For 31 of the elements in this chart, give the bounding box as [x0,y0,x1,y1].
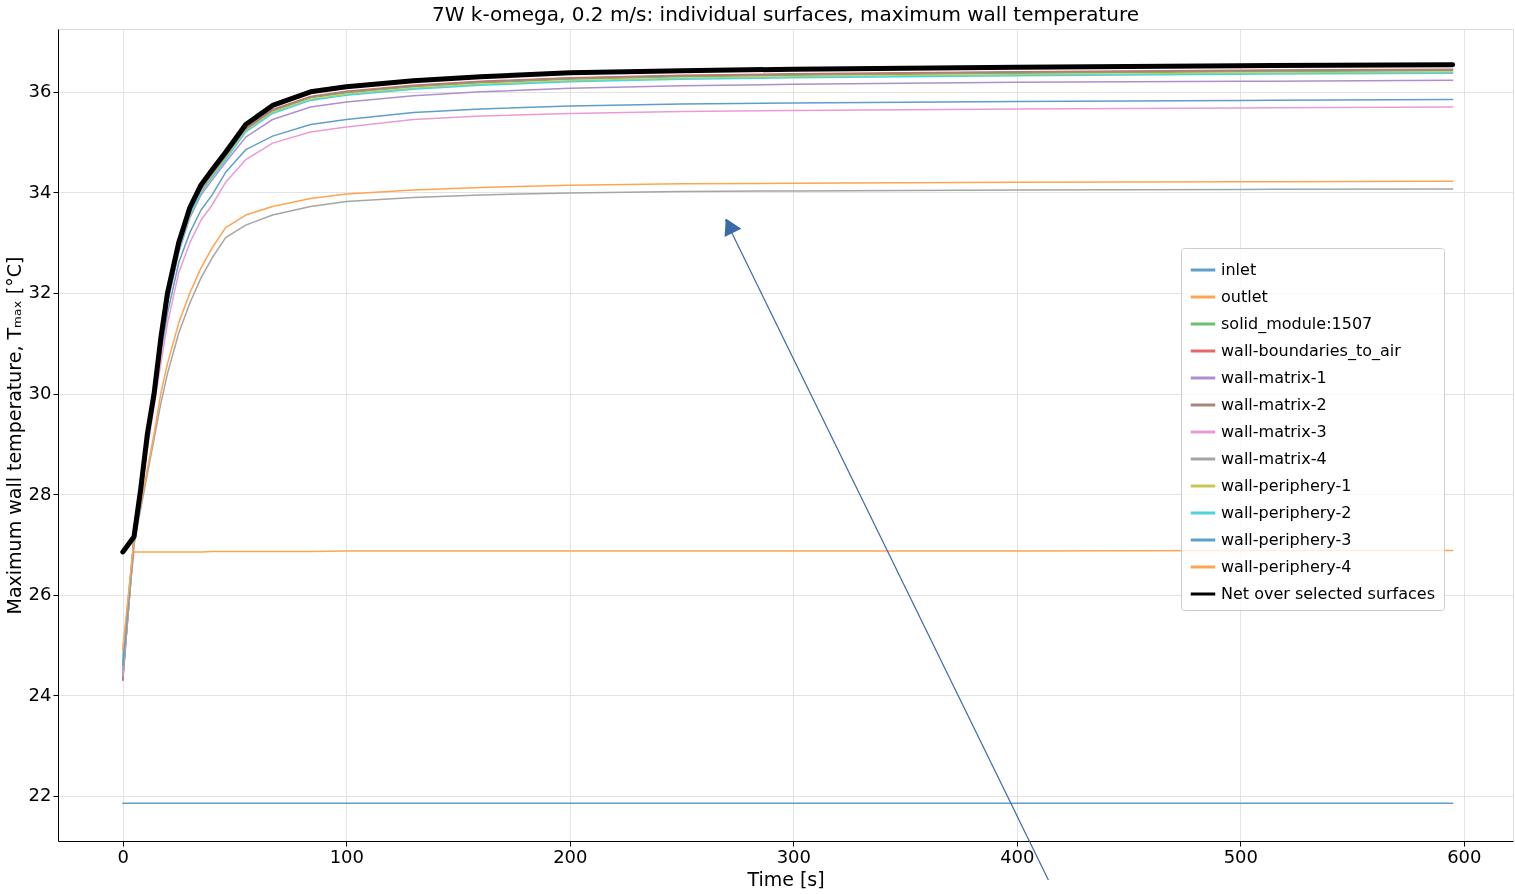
x-axis-title: Time [s] [746,867,825,890]
y-tick-label: 32 [28,281,52,303]
y-tick-label: 30 [28,382,52,404]
y-tick-label: 36 [28,80,52,102]
y-axis-title: Maximum wall temperature, Tₘₐₓ [°C] [2,256,25,615]
legend-label: Net over selected surfaces [1221,584,1436,603]
x-tick-label: 300 [776,845,811,867]
legend-label: outlet [1221,287,1268,306]
y-tick-label: 26 [28,583,52,605]
legend-label: inlet [1221,260,1257,279]
legend-label: wall-matrix-3 [1221,422,1327,441]
legend-label: wall-boundaries_to_air [1221,341,1402,361]
y-tick-label: 34 [28,180,52,202]
legend-label: wall-matrix-1 [1221,368,1327,387]
legend-label: wall-periphery-3 [1221,530,1352,549]
legend-label: wall-matrix-4 [1221,449,1327,468]
chart-title: 7W k-omega, 0.2 m/s: individual surfaces, maximum wall temperature [431,2,1140,26]
x-tick-label: 200 [553,845,588,867]
y-tick-label: 28 [28,482,52,504]
y-tick-label: 22 [28,784,52,806]
legend-label: wall-matrix-2 [1221,395,1327,414]
x-tick-label: 600 [1447,845,1482,867]
legend-label: solid_module:1507 [1221,314,1373,334]
x-tick-label: 500 [1223,845,1259,867]
x-tick-label: 100 [329,845,364,867]
legend-label: wall-periphery-4 [1221,557,1352,576]
x-tick-label: 400 [1000,845,1035,867]
legend-label: wall-periphery-2 [1221,503,1352,522]
legend-label: wall-periphery-1 [1221,476,1352,495]
y-tick-label: 24 [28,683,52,705]
x-tick-label: 0 [117,845,130,867]
